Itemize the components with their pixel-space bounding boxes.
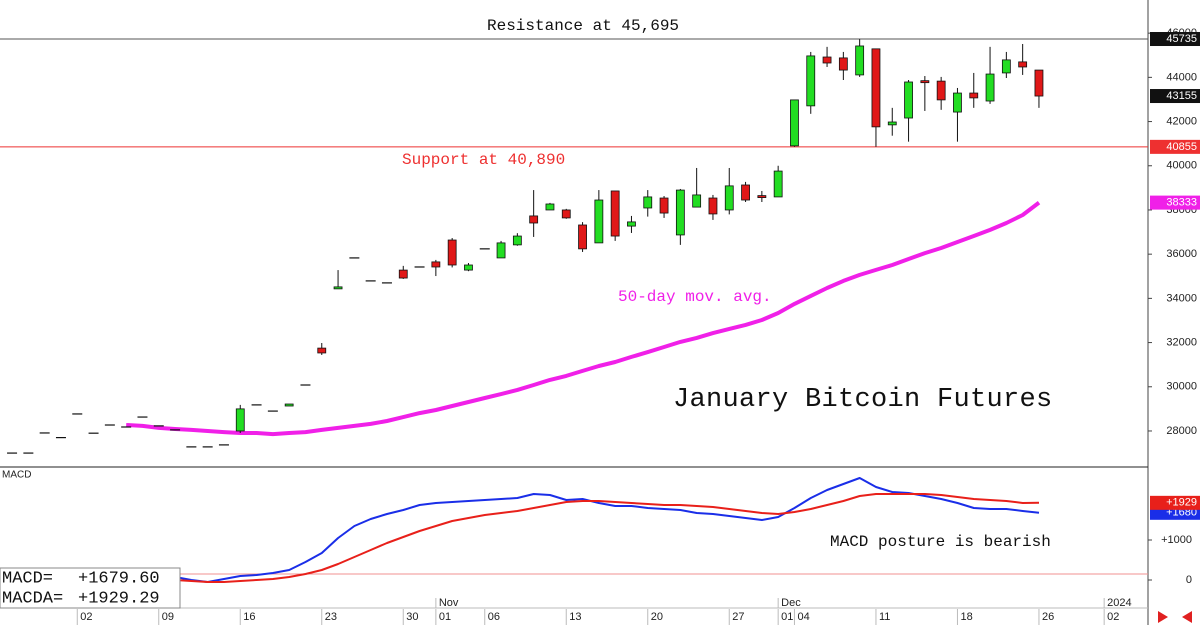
candle-body [985,73,995,102]
candle-body [920,80,930,84]
y-tick-label: 40000 [1166,160,1197,172]
candle-body [708,197,718,215]
y-tick-label: 30000 [1166,381,1197,393]
x-tick-label: 02 [80,611,92,623]
candle-body [692,194,702,208]
candle-body [904,81,913,119]
candle-body [431,261,441,268]
candle-body [545,203,555,211]
x-tick-label: 20 [651,611,663,623]
candle-body [675,189,685,236]
x-tick-label: 30 [406,611,418,623]
candle-body [610,190,620,237]
macd-annotation: MACD posture is bearish [830,533,1051,551]
candle-body [806,55,816,107]
candle-body [333,286,343,290]
candle-body [887,121,897,126]
readout-box [0,567,181,609]
candle-body [398,269,408,279]
candle-body [235,408,245,432]
value-box [1150,195,1200,210]
candle-body [512,235,522,246]
candle-body [529,215,539,224]
candle-body [1034,69,1044,97]
x-tick-label: 11 [879,611,890,623]
y-tick-label: +1000 [1161,534,1192,546]
candle-body [822,56,832,64]
y-tick-label: 36000 [1166,248,1197,260]
x-tick-label: 26 [1042,611,1054,623]
x-tick-label: 09 [162,611,174,623]
moving-average [126,201,1041,437]
value-box-label: +1929 [1166,497,1197,509]
x-tick-label: 16 [243,611,255,623]
candle-body [627,221,636,227]
value-box-label: 43155 [1166,90,1197,102]
y-tick-label: 32000 [1166,336,1197,348]
x-tick-label: 23 [325,611,337,623]
candle-body [741,184,750,201]
candle-body [643,196,653,209]
readout-value: +1929.29 [78,589,160,608]
macd-title: MACD [2,470,31,481]
candle-body [790,99,799,147]
x-tick-label: 02 [1107,611,1119,623]
y-tick-label: 0 [1186,574,1192,586]
y-tick-label: 42000 [1166,115,1197,127]
value-box [1150,32,1200,47]
candle-body [561,209,571,219]
x-tick-label: 04 [797,611,809,623]
candle-body [464,264,473,271]
y-tick-label: 44000 [1166,71,1197,83]
x-tick-label: 13 [569,611,581,623]
support-label: Support at 40,890 [402,151,565,169]
x-tick-label: 27 [732,611,744,623]
candle-body [447,239,457,266]
month-label: Nov [439,597,459,609]
scroll-icon[interactable] [1182,611,1192,623]
value-box-label: 45735 [1166,33,1197,45]
macd-line [174,477,1040,583]
candle-body [969,92,979,99]
value-box [1150,495,1200,510]
x-tick-label: 01 [439,611,451,623]
value-box [1150,139,1200,154]
ma-label: 50-day mov. avg. [618,288,772,306]
candle-body [578,224,587,250]
readout-name: MACDA= [2,589,63,608]
scroll-icon[interactable] [1158,611,1168,623]
candle-body [1001,59,1011,74]
candle-body [953,92,962,113]
candle-body [838,57,848,71]
y-tick-label: 28000 [1166,425,1197,437]
candle-body [855,45,865,76]
candle-body [773,170,783,198]
candle-body [594,199,604,244]
macd-line [175,493,1040,583]
resistance-label: Resistance at 45,695 [487,17,679,35]
y-tick-label: 34000 [1166,292,1197,304]
candle-body [1018,61,1028,68]
chart-title: January Bitcoin Futures [673,385,1053,415]
candle-body [724,185,734,211]
readout-value: +1679.60 [78,569,160,588]
candle-body [659,197,669,214]
value-box-label: 38333 [1166,197,1197,209]
candle-body [284,403,294,407]
candle-body [496,242,506,259]
x-tick-label: 06 [488,611,500,623]
value-box-label: 40855 [1166,141,1197,153]
candle-body [317,347,327,354]
x-tick-label: 01 [781,611,793,623]
candle-body [936,80,946,101]
candle-body [871,48,881,128]
candle-body [757,195,767,198]
month-label: Dec [781,597,801,609]
readout-name: MACD= [2,569,53,588]
month-label: 2024 [1107,597,1131,609]
x-tick-label: 18 [960,611,972,623]
value-box [1150,89,1200,104]
